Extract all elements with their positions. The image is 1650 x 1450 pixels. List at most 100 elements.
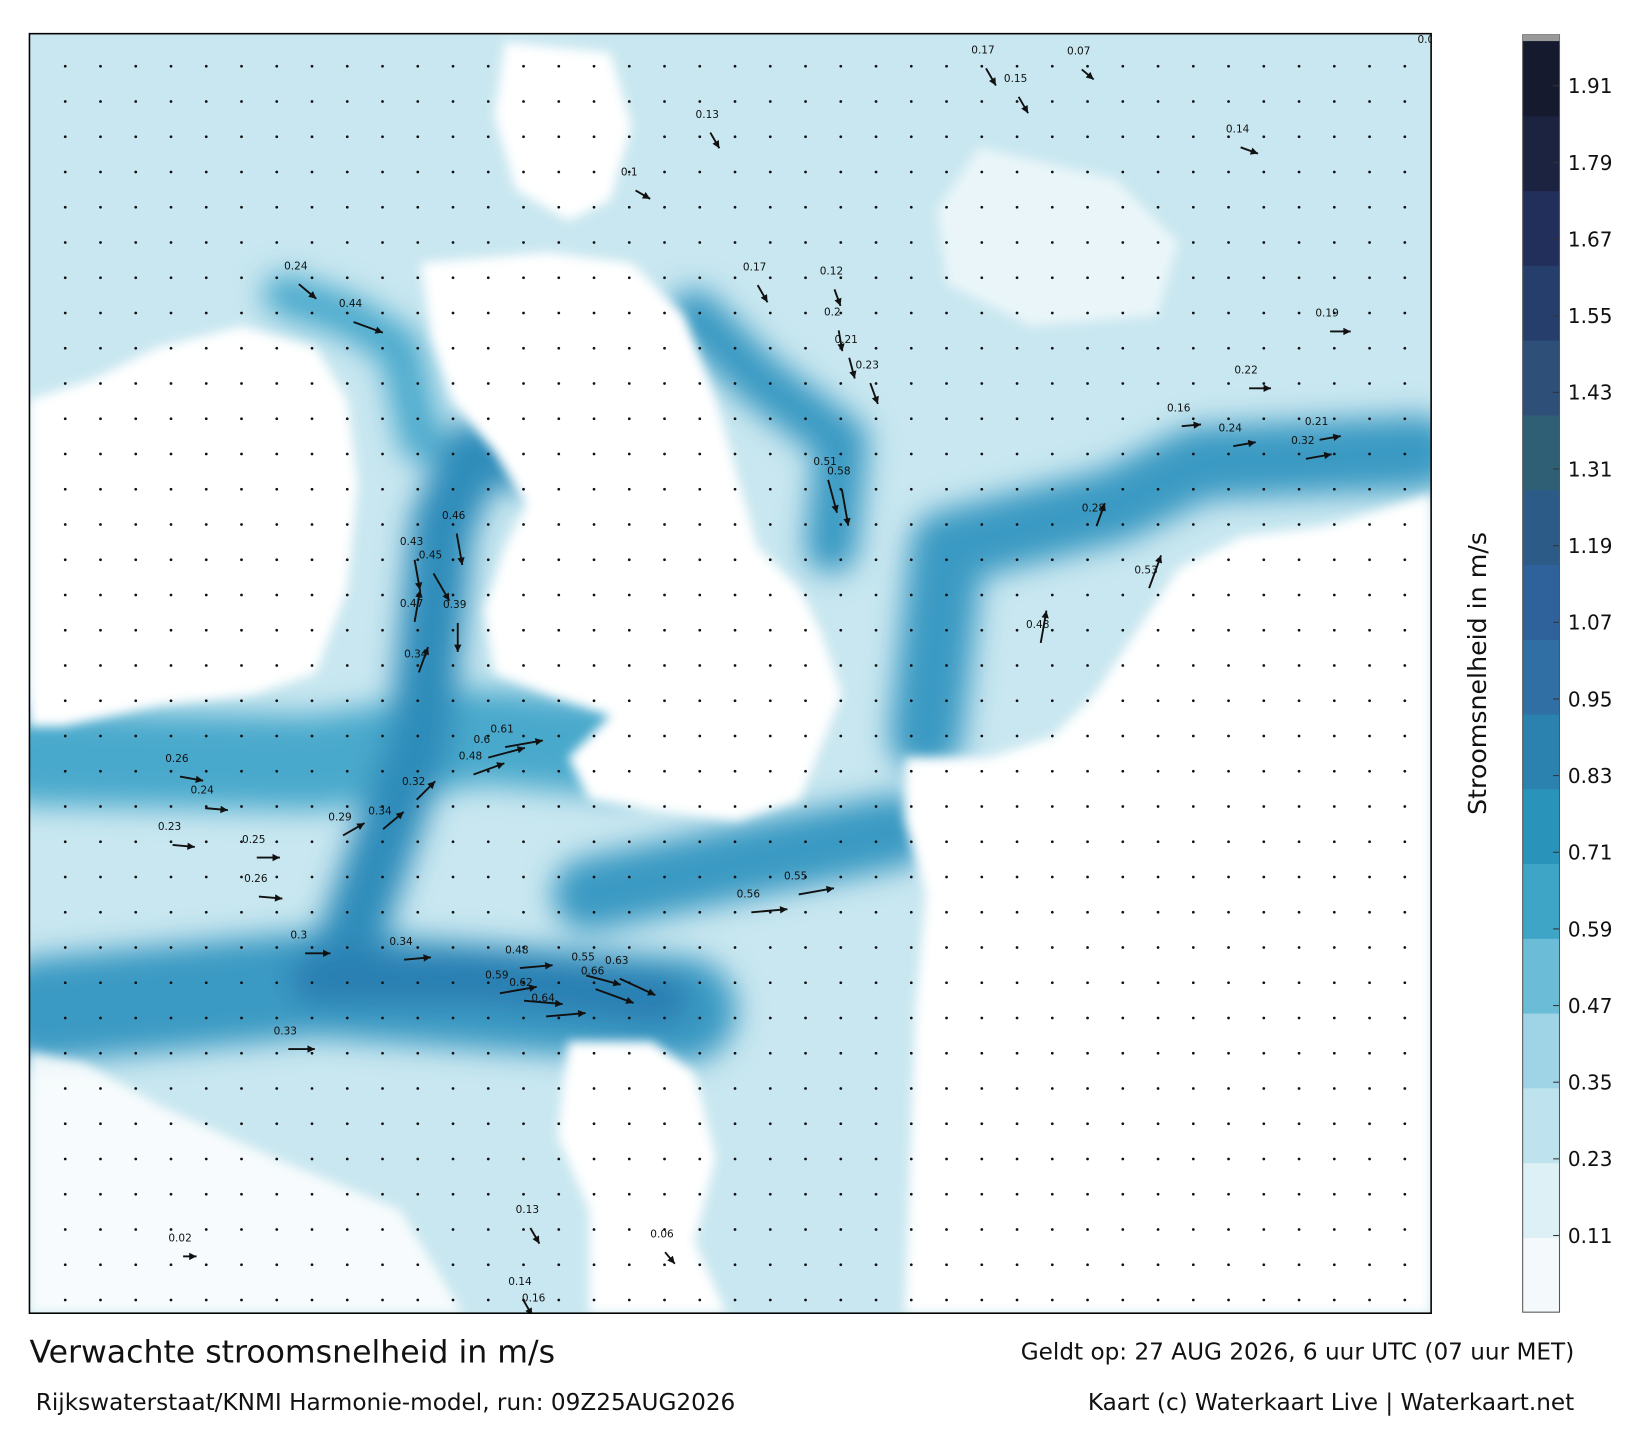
grid-dot [839,910,843,914]
grid-dot [345,276,349,280]
grid-dot [99,1087,102,1090]
grid-dot [768,205,772,209]
grid-dot [345,1228,349,1231]
grid-dot [1156,276,1160,280]
grid-dot [1227,558,1230,562]
grid-dot [1156,523,1160,526]
colorbar: 0.110.230.350.470.590.710.830.951.071.19… [1522,41,1613,1313]
grid-dot [1086,910,1089,914]
grid-dot [310,276,314,280]
grid-dot [909,805,913,808]
grid-dot [909,1228,913,1231]
grid-dot [698,910,702,914]
grid-dot [1015,276,1019,280]
grid-dot [310,558,314,562]
grid-dot [557,1016,561,1020]
grid-dot [1368,452,1371,456]
grid-dot [592,523,596,526]
grid-dot [1050,135,1054,139]
current-label: 0.34 [389,936,413,948]
grid-dot [204,1016,208,1020]
grid-dot [1050,981,1054,985]
colorbar-tick-label: 1.43 [1568,381,1613,405]
grid-dot [909,910,913,914]
grid-dot [1015,981,1019,985]
grid-dot [1297,205,1301,209]
grid-dot [416,311,420,315]
grid-dot [99,593,102,597]
current-label: 0.51 [813,456,836,468]
grid-dot [63,946,67,949]
grid-dot [522,64,525,68]
grid-dot [1050,875,1054,879]
colorbar-tick-label: 0.47 [1568,994,1613,1018]
grid-dot [1262,910,1266,914]
grid-dot [1015,840,1019,844]
grid-dot [1015,664,1019,667]
grid-dot [451,452,455,456]
grid-dot [275,417,279,421]
grid-dot [804,1263,807,1267]
grid-dot [1191,1228,1195,1231]
grid-dot [1086,1157,1089,1161]
arrow-head [189,1252,197,1261]
grid-dot [1086,487,1089,491]
grid-dot [522,1157,525,1161]
grid-dot [1086,1298,1089,1302]
grid-dot [804,1122,807,1126]
grid-dot [310,311,314,315]
grid-dot [451,875,455,879]
grid-dot [1368,1087,1371,1090]
colorbar-band [1522,639,1560,715]
grid-dot [768,946,772,949]
grid-dot [381,1157,384,1161]
colorbar-tick-label: 1.31 [1568,457,1613,481]
grid-dot [134,946,138,949]
grid-dot [1227,1157,1230,1161]
grid-dot [1191,593,1195,597]
grid-dot [275,1298,279,1302]
grid-dot [486,734,490,738]
grid-dot [1050,452,1054,456]
current-label: 0.34 [404,649,428,661]
grid-dot [416,769,420,773]
colorbar-band [1522,414,1560,491]
valid-time: Geldt op: 27 AUG 2026, 6 uur UTC (07 uur… [1021,1340,1574,1366]
grid-dot [804,628,807,632]
grid-dot [663,1051,666,1055]
grid-dot [310,100,314,103]
grid-dot [557,417,561,421]
grid-dot [275,311,279,315]
grid-dot [1086,382,1089,385]
grid-dot [1227,1298,1230,1302]
grid-dot [1227,1122,1230,1126]
grid-dot [451,311,455,315]
grid-dot [486,64,490,68]
grid-dot [99,664,102,667]
grid-dot [99,699,102,703]
grid-dot [1191,382,1195,385]
grid-dot [99,946,102,949]
grid-dot [627,1298,631,1302]
grid-dot [1086,593,1089,597]
grid-dot [275,276,279,280]
grid-dot [381,734,384,738]
grid-dot [874,1192,878,1196]
grid-dot [1403,558,1407,562]
grid-dot [1121,487,1125,491]
grid-dot [1332,840,1336,844]
grid-dot [486,1263,490,1267]
grid-dot [169,487,173,491]
grid-dot [99,628,102,632]
grid-dot [522,170,525,174]
grid-dot [240,1228,243,1231]
grid-dot [1086,1228,1089,1231]
grid-dot [945,1087,948,1090]
grid-dot [663,734,666,738]
arrow-head [323,949,331,958]
grid-dot [1086,805,1089,808]
grid-dot [1086,875,1089,879]
grid-dot [345,734,349,738]
grid-dot [592,1298,596,1302]
grid-dot [451,1263,455,1267]
